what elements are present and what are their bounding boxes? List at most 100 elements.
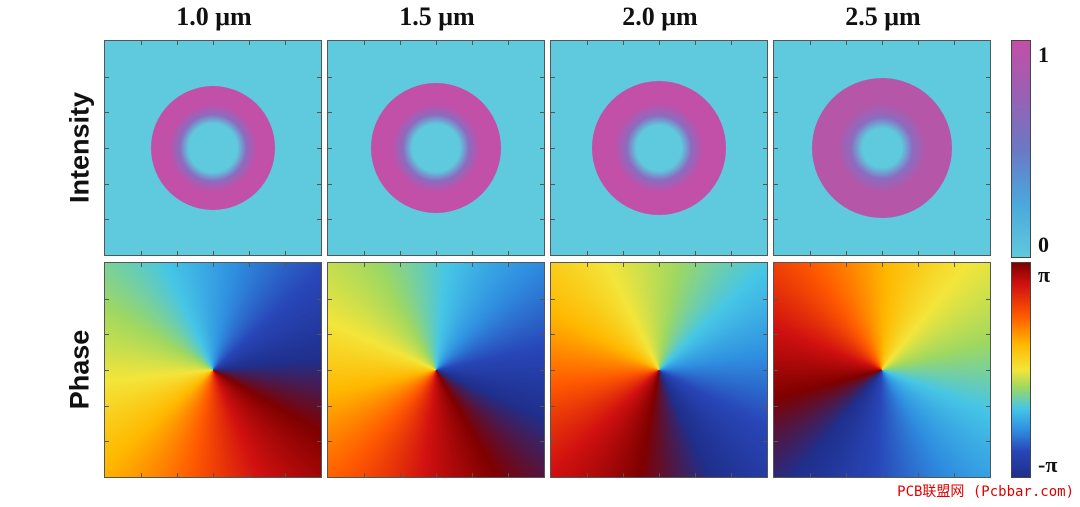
axis-tick: [809, 41, 811, 45]
axis-tick: [694, 263, 696, 267]
axis-tick: [659, 41, 660, 45]
phase-colorbar: [1011, 262, 1031, 478]
axis-tick: [986, 148, 990, 149]
column-title-2: 1.5 μm: [399, 2, 475, 31]
axis-tick: [317, 370, 321, 371]
axis-tick: [328, 112, 332, 114]
axis-tick: [731, 263, 732, 267]
axis-tick: [763, 334, 767, 336]
axis-tick: [176, 263, 178, 267]
axis-tick: [328, 183, 332, 185]
axis-tick: [774, 298, 778, 300]
axis-tick: [763, 405, 767, 407]
axis-tick: [694, 41, 696, 45]
intensity-panel-2: [327, 40, 545, 256]
intensity-ring-2: [371, 83, 501, 213]
axis-tick: [763, 112, 767, 114]
axis-tick: [763, 298, 767, 300]
axis-tick: [105, 405, 109, 407]
axis-tick: [986, 183, 990, 185]
axis-tick: [917, 251, 919, 255]
axis-tick: [586, 251, 588, 255]
axis-tick: [986, 112, 990, 114]
intensity-panel-4: [773, 40, 991, 256]
axis-tick: [213, 41, 214, 45]
axis-tick: [328, 405, 332, 407]
axis-tick: [763, 370, 767, 371]
axis-tick: [105, 148, 109, 149]
axis-tick: [774, 76, 778, 78]
axis-tick: [551, 298, 555, 300]
phase-panel-4: [773, 262, 991, 478]
axis-tick: [508, 473, 509, 477]
axis-tick: [774, 334, 778, 336]
intensity-panel-1: [104, 40, 322, 256]
axis-tick: [317, 219, 321, 221]
axis-tick: [363, 263, 365, 267]
axis-tick: [763, 183, 767, 185]
axis-tick: [317, 112, 321, 114]
column-title-4: 2.5 μm: [845, 2, 921, 31]
axis-tick: [285, 251, 286, 255]
axis-tick: [328, 334, 332, 336]
axis-tick: [540, 370, 544, 371]
axis-tick: [954, 263, 955, 267]
axis-tick: [140, 41, 142, 45]
axis-tick: [176, 473, 178, 477]
axis-tick: [586, 263, 588, 267]
axis-tick: [436, 41, 437, 45]
axis-tick: [248, 41, 250, 45]
intensity-colorbar: [1011, 40, 1031, 258]
axis-tick: [471, 473, 473, 477]
axis-tick: [248, 251, 250, 255]
axis-tick: [363, 41, 365, 45]
axis-tick: [399, 41, 401, 45]
axis-tick: [845, 473, 847, 477]
axis-tick: [399, 251, 401, 255]
axis-tick: [540, 441, 544, 443]
phase-panel-2: [327, 262, 545, 478]
axis-tick: [285, 263, 286, 267]
axis-tick: [140, 263, 142, 267]
axis-tick: [954, 41, 955, 45]
axis-tick: [317, 76, 321, 78]
axis-tick: [986, 76, 990, 78]
axis-tick: [105, 219, 109, 221]
axis-tick: [809, 473, 811, 477]
axis-tick: [508, 41, 509, 45]
axis-tick: [845, 251, 847, 255]
axis-tick: [363, 251, 365, 255]
axis-tick: [659, 473, 660, 477]
phase-colorbar-min-label: -π: [1038, 452, 1058, 477]
axis-tick: [551, 370, 555, 371]
axis-tick: [540, 219, 544, 221]
axis-tick: [436, 251, 437, 255]
axis-tick: [105, 334, 109, 336]
axis-tick: [986, 441, 990, 443]
axis-tick: [809, 263, 811, 267]
axis-tick: [328, 370, 332, 371]
column-title-3: 2.0 μm: [622, 2, 698, 31]
axis-tick: [540, 76, 544, 78]
axis-tick: [551, 76, 555, 78]
axis-tick: [917, 263, 919, 267]
axis-tick: [845, 41, 847, 45]
axis-tick: [774, 370, 778, 371]
axis-tick: [105, 112, 109, 114]
axis-tick: [882, 41, 883, 45]
axis-tick: [471, 263, 473, 267]
axis-tick: [986, 334, 990, 336]
axis-tick: [328, 441, 332, 443]
axis-tick: [774, 183, 778, 185]
axis-tick: [317, 148, 321, 149]
axis-tick: [540, 405, 544, 407]
axis-tick: [622, 263, 624, 267]
axis-tick: [986, 405, 990, 407]
intensity-ring-1: [151, 86, 275, 210]
column-title-1: 1.0 μm: [176, 2, 252, 31]
axis-tick: [774, 148, 778, 149]
intensity-colorbar-min-label: 0: [1038, 232, 1049, 257]
axis-tick: [551, 148, 555, 149]
axis-tick: [436, 473, 437, 477]
axis-tick: [763, 76, 767, 78]
